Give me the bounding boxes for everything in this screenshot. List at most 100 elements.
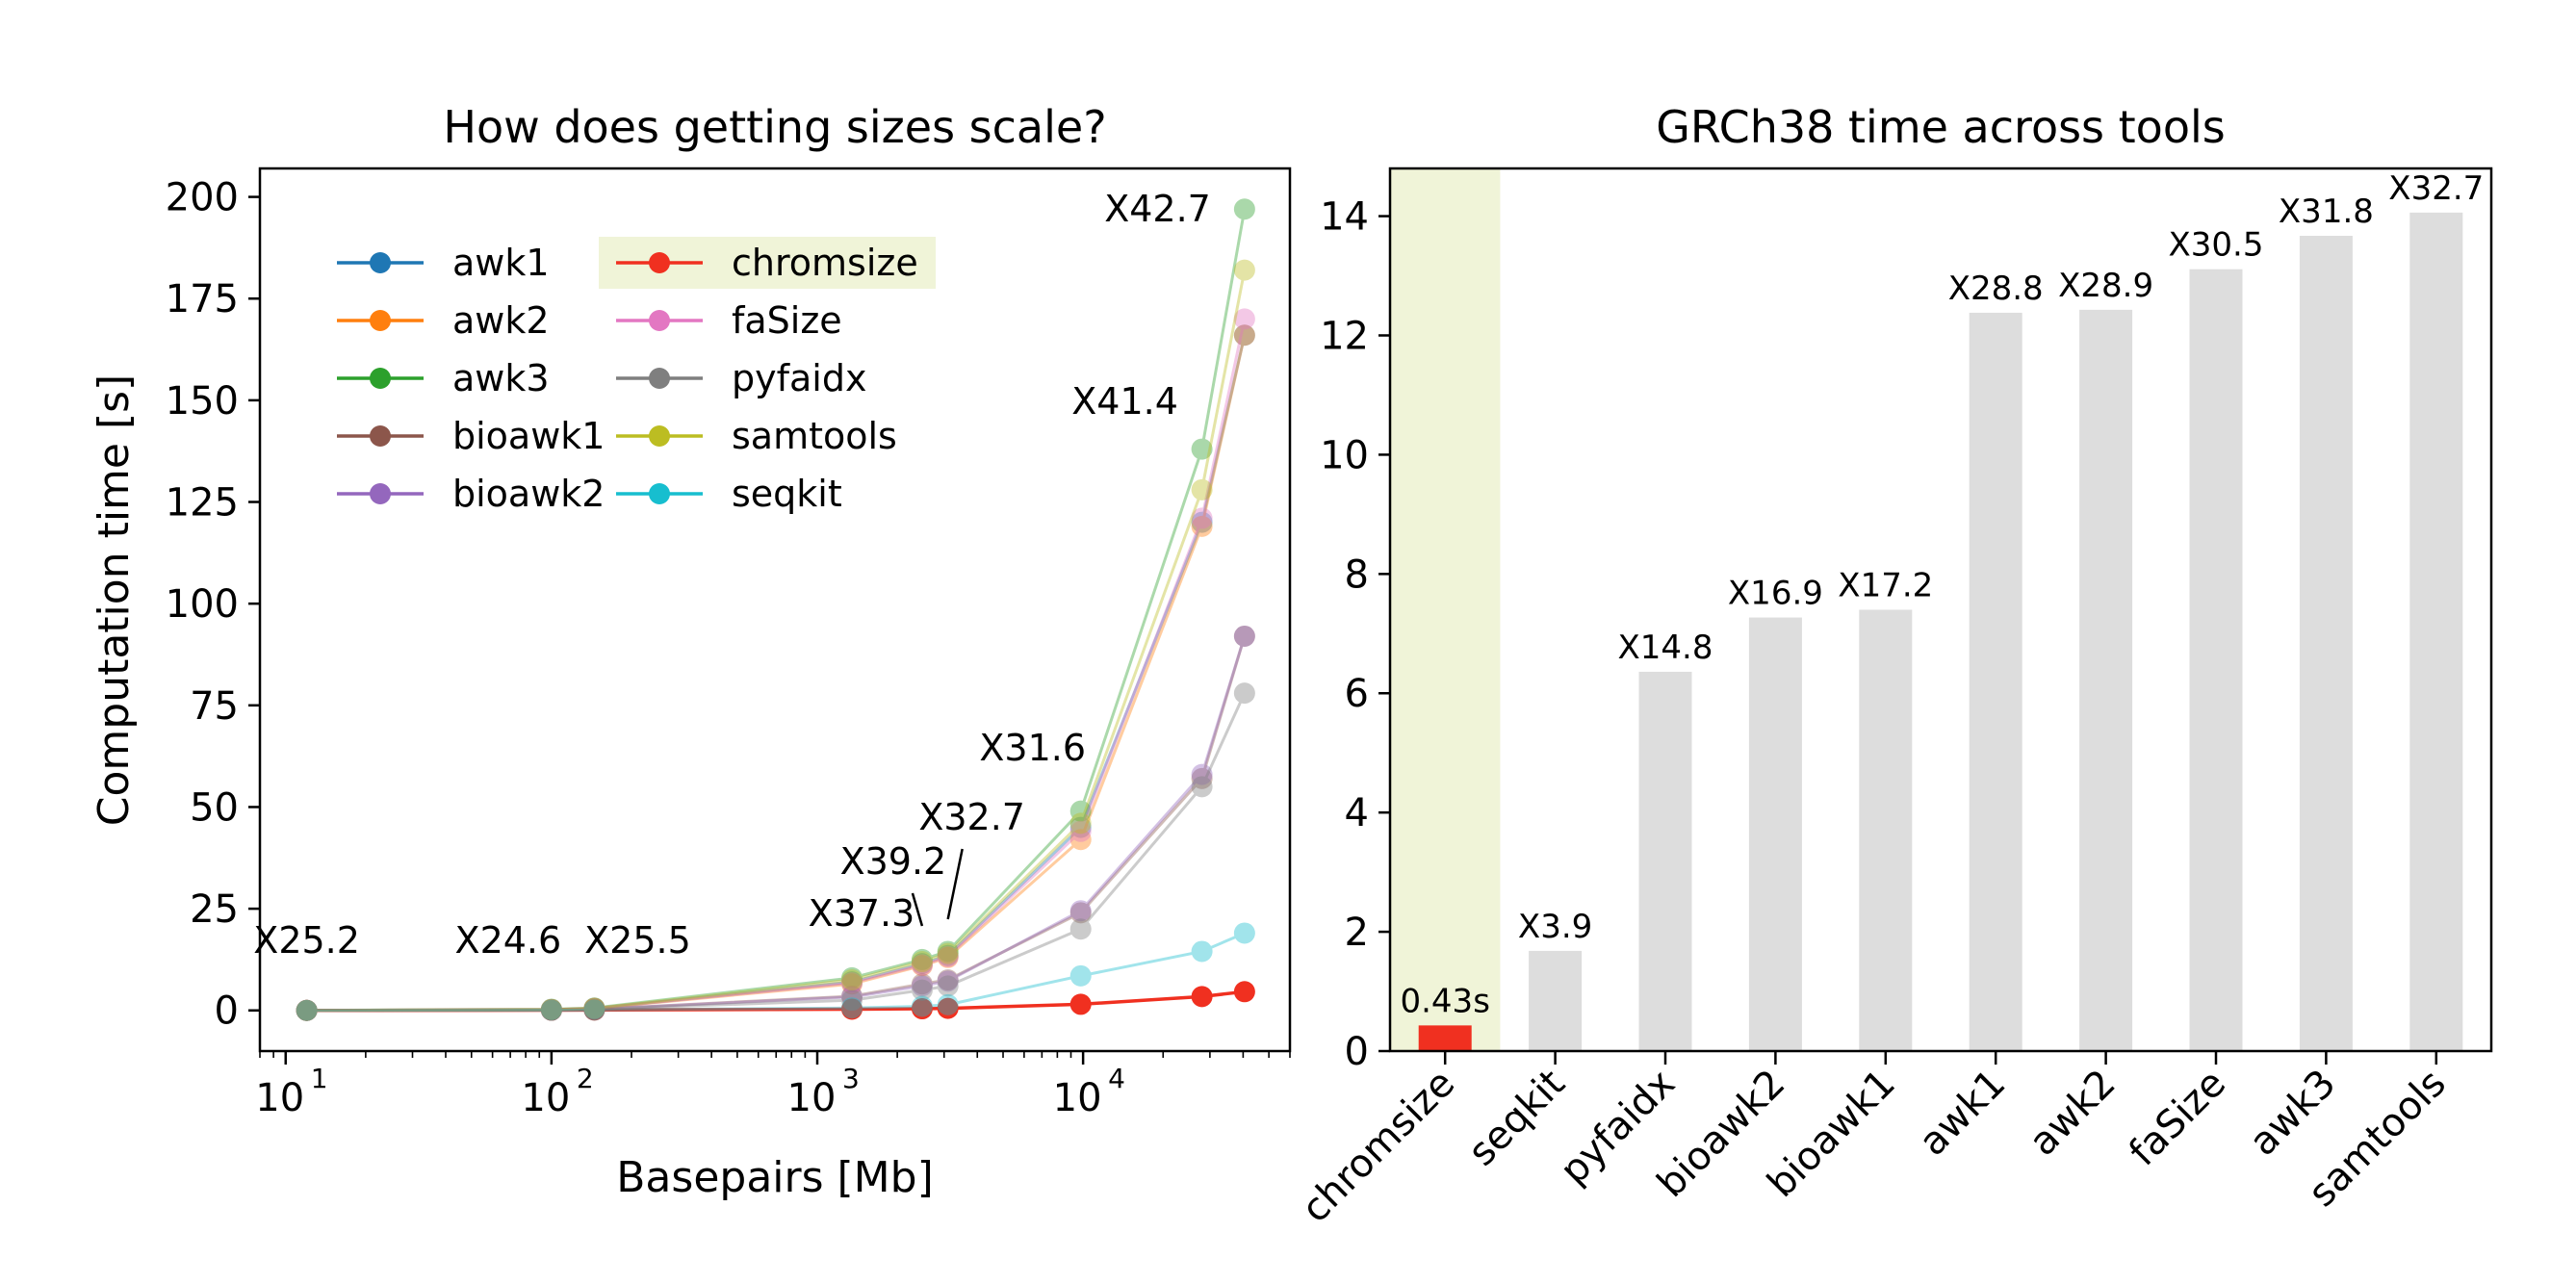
data-point — [296, 999, 318, 1021]
bar-label: 0.43s — [1400, 982, 1489, 1020]
data-point — [583, 998, 605, 1020]
legend-item-faSize: faSize — [616, 299, 842, 342]
bar-label: X28.8 — [1948, 270, 2044, 308]
annotation-label: X39.2 — [840, 840, 947, 883]
data-point — [1191, 767, 1213, 789]
data-point — [540, 999, 562, 1021]
y-tick-label: 14 — [1320, 195, 1369, 240]
data-point — [1191, 511, 1213, 533]
y-tick-label: 75 — [190, 684, 239, 729]
bar-pyfaidx — [1638, 671, 1692, 1051]
data-point — [840, 972, 863, 994]
y-tick-label: 50 — [190, 785, 239, 830]
data-point — [937, 942, 959, 964]
data-point — [1069, 918, 1092, 940]
data-point — [1069, 964, 1092, 987]
annotation-pointer — [946, 848, 964, 920]
data-point — [937, 946, 959, 968]
legend-marker — [649, 252, 670, 273]
x-tick-exponent: 4 — [1108, 1063, 1125, 1094]
legend-marker — [370, 252, 391, 273]
annotation-label: X32.7 — [918, 796, 1025, 838]
data-point — [1069, 902, 1092, 924]
legend-item-awk2: awk2 — [337, 299, 550, 342]
data-point — [1233, 922, 1255, 944]
y-tick-label: 0 — [1345, 1030, 1369, 1074]
data-point — [937, 969, 959, 991]
data-point — [937, 940, 959, 963]
legend-marker — [370, 368, 391, 389]
bar-label: X32.7 — [2388, 169, 2484, 208]
data-point — [1233, 198, 1255, 220]
data-point — [296, 999, 318, 1021]
y-axis: 0 25 50 75 100 125 150 175 200 — [166, 176, 260, 1034]
legend-item-awk1: awk1 — [337, 242, 550, 284]
data-point — [911, 995, 933, 1017]
x-category-label: awk1 — [1911, 1062, 2014, 1165]
data-point — [937, 993, 959, 1015]
data-point — [1191, 763, 1213, 785]
data-point — [840, 971, 863, 993]
series-line — [306, 635, 1247, 1013]
bar-label: X30.5 — [2169, 226, 2264, 265]
x-category-label: awk3 — [2241, 1062, 2344, 1165]
annotation-label: X31.6 — [979, 727, 1086, 769]
legend-marker — [370, 483, 391, 504]
bar-awk1 — [1969, 312, 2022, 1051]
series-bioawk2 — [296, 625, 1255, 1021]
legend-label: seqkit — [732, 473, 842, 515]
legend-item-chromsize: chromsize — [616, 242, 918, 284]
bars-layer: 0.43s X3.9 X14.8 X16.9 X17.2 X28.8 X28.9 X30.5 X… — [1400, 169, 2484, 1052]
y-tick-label: 200 — [166, 176, 239, 220]
x-tick-label: 10 — [787, 1076, 837, 1120]
legend-label: pyfaidx — [732, 357, 866, 399]
data-point — [540, 998, 562, 1020]
data-point — [1233, 981, 1255, 1003]
data-point — [296, 999, 318, 1021]
x-axis: 10 1 10 2 10 3 10 4 — [255, 1051, 1291, 1120]
legend-label: awk2 — [452, 299, 550, 342]
data-point — [840, 997, 863, 1019]
x-category-label: awk2 — [2021, 1062, 2124, 1165]
bar-chromsize — [1418, 1025, 1472, 1051]
bar-label: X14.8 — [1618, 629, 1713, 667]
annotation-label: X25.5 — [584, 919, 691, 962]
bar-awk3 — [2299, 236, 2353, 1052]
legend-marker — [649, 425, 670, 447]
data-point — [1069, 812, 1092, 835]
annotation-label: X41.4 — [1071, 380, 1178, 423]
annotation-label: X25.2 — [253, 919, 360, 962]
data-point — [937, 945, 959, 967]
data-point — [1191, 507, 1213, 529]
data-point — [911, 979, 933, 1001]
data-point — [1191, 478, 1213, 501]
data-point — [1069, 816, 1092, 838]
x-tick-label: 10 — [1053, 1076, 1102, 1120]
legend-label: bioawk1 — [452, 415, 605, 457]
y-tick-label: 2 — [1345, 911, 1369, 955]
x-category-label: chromsize — [1294, 1062, 1464, 1232]
y-tick-label: 125 — [166, 481, 239, 526]
series-samtools — [296, 259, 1255, 1021]
x-tick-label: 10 — [521, 1076, 570, 1120]
bar-label: X31.8 — [2279, 193, 2374, 231]
data-point — [911, 955, 933, 977]
legend-item-bioawk2: bioawk2 — [337, 473, 605, 515]
data-point — [1069, 829, 1092, 851]
data-point — [840, 998, 863, 1020]
data-point — [911, 954, 933, 976]
data-point — [1233, 324, 1255, 347]
series-pyfaidx — [296, 682, 1255, 1021]
bar-label: X17.2 — [1838, 567, 1933, 605]
x-category-label: faSize — [2121, 1062, 2234, 1175]
legend-marker — [370, 310, 391, 331]
legend-marker — [370, 425, 391, 447]
data-point — [840, 973, 863, 995]
bar-label: X16.9 — [1728, 575, 1823, 613]
bar-faSize — [2189, 269, 2243, 1051]
data-point — [1069, 900, 1092, 922]
data-point — [1069, 800, 1092, 822]
legend-item-awk3: awk3 — [337, 357, 550, 399]
x-tick-exponent: 1 — [311, 1063, 328, 1094]
